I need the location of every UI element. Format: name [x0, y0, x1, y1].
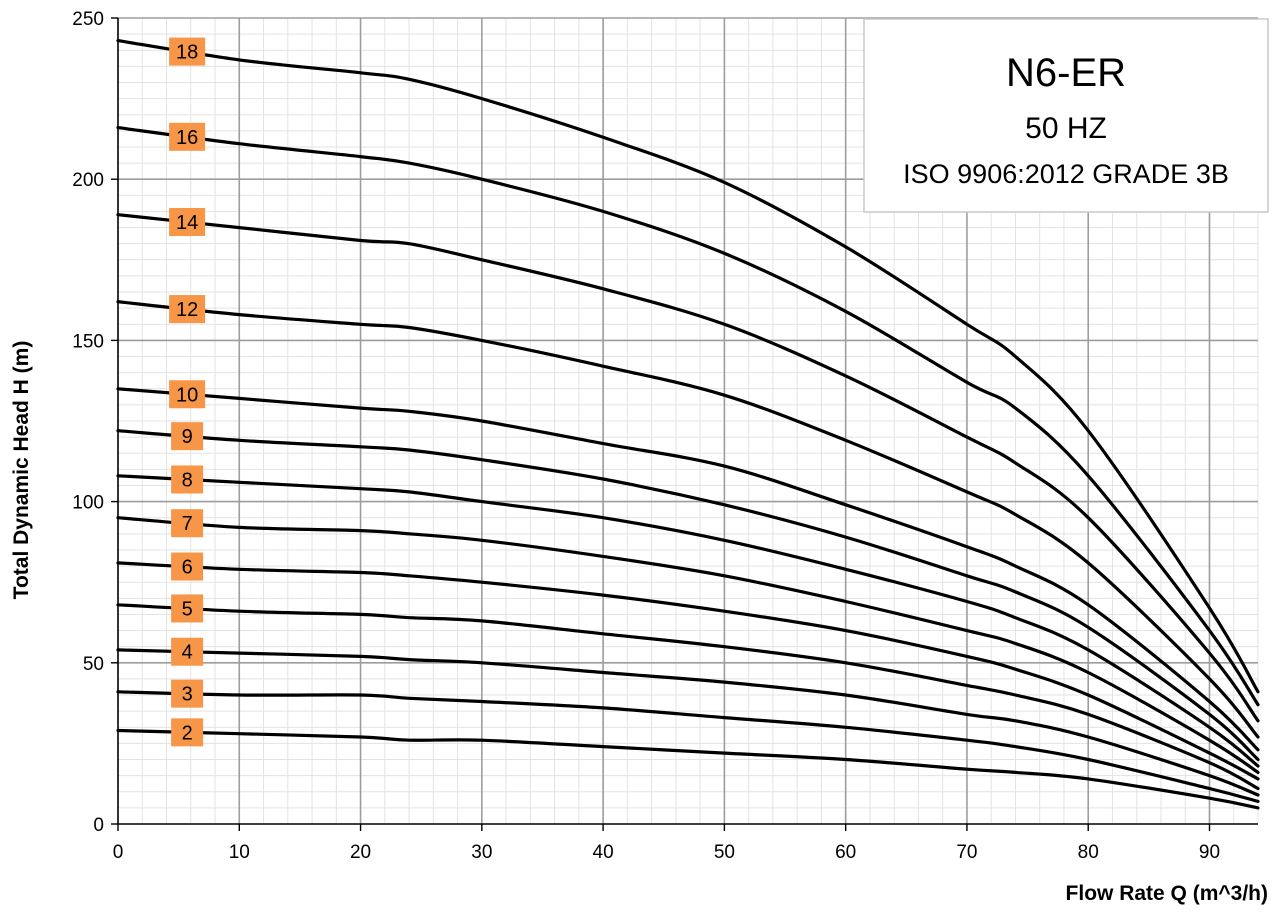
- stage-label-10: 10: [169, 380, 206, 409]
- stage-label-18: 18: [169, 37, 206, 66]
- x-tick-label: 60: [835, 842, 856, 863]
- stage-label-text: 16: [176, 127, 198, 149]
- info-box: N6-ER 50 HZ ISO 9906:2012 GRADE 3B: [863, 18, 1269, 213]
- stage-label-text: 3: [182, 684, 193, 706]
- stage-label-bg: [171, 509, 204, 538]
- curve-3-stages: [116, 690, 1260, 803]
- stage-label-bg: [171, 718, 204, 747]
- curve-12-stages: [116, 300, 1260, 739]
- x-tick-labels: 0 10 20 30 40 50 60 70 80 90: [113, 824, 1220, 863]
- x-tick-label: 80: [1078, 842, 1099, 863]
- stage-label-text: 6: [182, 557, 193, 579]
- stage-label-bg: [171, 465, 204, 494]
- stage-label-bg: [171, 594, 204, 623]
- y-tick-label: 150: [72, 331, 104, 352]
- stage-label-text: 5: [182, 598, 193, 620]
- y-tick-labels: 0 50 100 150 200 250: [72, 9, 118, 836]
- x-tick-label: 40: [593, 842, 614, 863]
- stage-label-9: 9: [171, 422, 204, 451]
- major-grid: [118, 17, 1258, 824]
- x-tick-label: 30: [471, 842, 492, 863]
- stage-label-bg: [169, 208, 206, 237]
- stage-label-text: 10: [176, 384, 198, 406]
- curve-stage-labels: 18 16 14 12 10 9 8 7 6 5 4 3 2: [169, 37, 206, 747]
- stage-label-text: 14: [176, 212, 198, 234]
- chart-frequency: 50 HZ: [1025, 112, 1107, 145]
- stage-label-bg: [169, 295, 206, 324]
- curve-14-stages: [116, 213, 1260, 723]
- stage-label-bg: [171, 552, 204, 581]
- stage-label-6: 6: [171, 552, 204, 581]
- curve-6-stages: [116, 561, 1260, 781]
- stage-label-text: 2: [182, 722, 193, 744]
- curve-4-stages: [116, 648, 1260, 797]
- stage-label-text: 7: [182, 513, 193, 535]
- chart-title: N6-ER: [1006, 51, 1126, 95]
- x-tick-label: 50: [714, 842, 735, 863]
- stage-label-3: 3: [171, 679, 204, 708]
- stage-label-2: 2: [171, 718, 204, 747]
- stage-label-text: 8: [182, 469, 193, 491]
- stage-label-text: 4: [182, 642, 193, 664]
- stage-label-16: 16: [169, 122, 206, 151]
- curve-9-stages: [116, 429, 1260, 762]
- y-tick-label: 200: [72, 170, 104, 191]
- x-tick-label: 70: [956, 842, 977, 863]
- stage-label-5: 5: [171, 594, 204, 623]
- curve-8-stages: [116, 474, 1260, 768]
- x-tick-label: 0: [113, 842, 124, 863]
- stage-label-12: 12: [169, 295, 206, 324]
- stage-label-bg: [169, 380, 206, 409]
- stage-label-bg: [171, 679, 204, 708]
- stage-label-bg: [171, 637, 204, 666]
- stage-label-7: 7: [171, 509, 204, 538]
- stage-label-bg: [169, 122, 206, 151]
- stage-label-text: 9: [182, 426, 193, 448]
- stage-label-8: 8: [171, 465, 204, 494]
- stage-label-4: 4: [171, 637, 204, 666]
- curve-16-stages: [116, 126, 1260, 707]
- curve-5-stages: [116, 603, 1260, 791]
- chart-standard: ISO 9906:2012 GRADE 3B: [903, 159, 1229, 189]
- stage-label-14: 14: [169, 208, 206, 237]
- y-tick-label: 50: [83, 654, 104, 675]
- stage-label-bg: [169, 37, 206, 66]
- x-tick-label: 90: [1199, 842, 1220, 863]
- info-box-frame: [863, 18, 1269, 213]
- y-axis-title: Total Dynamic Head H (m): [10, 341, 33, 600]
- x-axis-title: Flow Rate Q (m^3/h): [1066, 882, 1268, 905]
- curve-2-stages: [116, 728, 1260, 810]
- curve-7-stages: [116, 516, 1260, 774]
- axes: [117, 18, 1258, 825]
- y-tick-label: 100: [72, 493, 104, 514]
- y-tick-label: 0: [93, 815, 104, 836]
- curve-18-stages: [116, 39, 1260, 694]
- stage-label-bg: [171, 422, 204, 451]
- stage-label-text: 18: [176, 42, 198, 64]
- curve-10-stages: [116, 387, 1260, 752]
- x-tick-label: 10: [229, 842, 250, 863]
- pump-curves: [116, 39, 1260, 810]
- x-tick-label: 20: [350, 842, 371, 863]
- stage-label-text: 12: [176, 299, 198, 321]
- y-tick-label: 250: [72, 9, 104, 30]
